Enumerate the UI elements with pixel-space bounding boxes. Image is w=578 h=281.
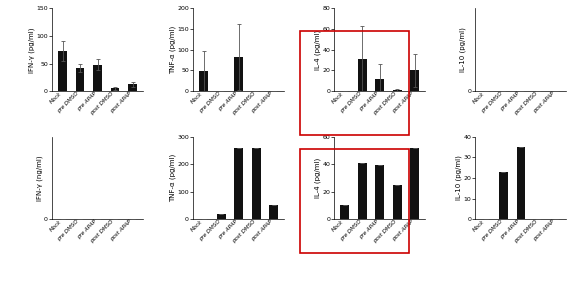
Bar: [376, 79, 384, 91]
Bar: [358, 59, 366, 91]
Y-axis label: IFN-γ (ng/ml): IFN-γ (ng/ml): [36, 155, 43, 201]
Bar: [340, 205, 349, 219]
Y-axis label: IL-10 (pg/ml): IL-10 (pg/ml): [460, 27, 466, 72]
Y-axis label: TNF-α (pg/ml): TNF-α (pg/ml): [169, 154, 176, 202]
Bar: [410, 71, 419, 91]
Bar: [393, 90, 402, 91]
Y-axis label: TNF-α (pg/ml): TNF-α (pg/ml): [169, 26, 176, 74]
Bar: [234, 57, 243, 91]
Bar: [58, 51, 67, 91]
Bar: [393, 185, 402, 219]
Bar: [234, 148, 243, 219]
Bar: [93, 65, 102, 91]
Bar: [358, 163, 366, 219]
Bar: [76, 68, 84, 91]
Y-axis label: IL-10 (pg/ml): IL-10 (pg/ml): [455, 155, 462, 200]
Bar: [499, 172, 508, 219]
Bar: [517, 147, 525, 219]
Bar: [376, 166, 384, 219]
Y-axis label: IFN-γ (pg/ml): IFN-γ (pg/ml): [28, 27, 35, 72]
Bar: [252, 148, 261, 219]
Bar: [269, 205, 278, 219]
Bar: [110, 88, 120, 91]
Bar: [217, 214, 225, 219]
Bar: [199, 71, 208, 91]
Y-axis label: IL-4 (pg/ml): IL-4 (pg/ml): [314, 158, 321, 198]
Y-axis label: IL-4 (pg/ml): IL-4 (pg/ml): [314, 30, 321, 70]
Bar: [410, 148, 419, 219]
Bar: [128, 85, 137, 91]
